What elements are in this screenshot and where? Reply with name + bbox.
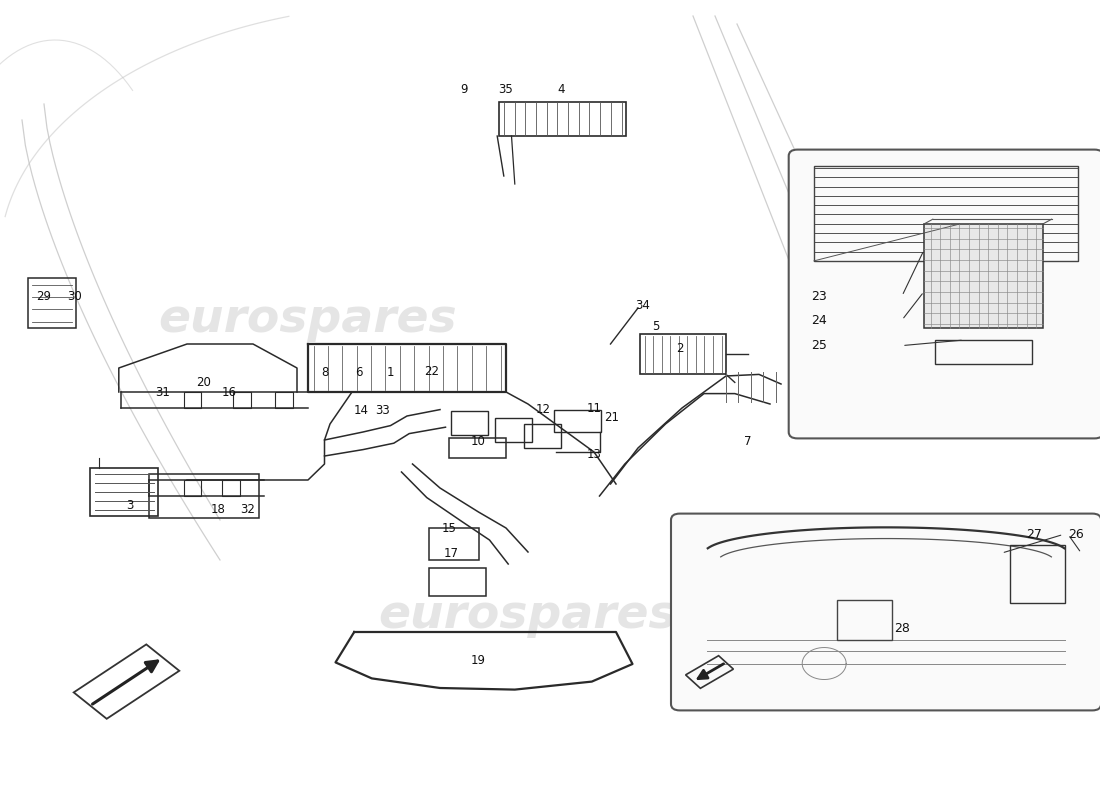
Text: 13: 13 xyxy=(586,448,602,461)
Text: 33: 33 xyxy=(375,404,390,417)
Text: 18: 18 xyxy=(210,503,225,516)
Text: 11: 11 xyxy=(586,402,602,414)
Text: 27: 27 xyxy=(1026,528,1042,541)
Text: 7: 7 xyxy=(745,435,751,448)
FancyBboxPatch shape xyxy=(789,150,1100,438)
Text: 29: 29 xyxy=(36,290,52,302)
Text: 31: 31 xyxy=(155,386,170,398)
FancyBboxPatch shape xyxy=(671,514,1100,710)
Text: 8: 8 xyxy=(321,366,328,378)
Text: 15: 15 xyxy=(441,522,456,534)
Text: 4: 4 xyxy=(558,83,564,96)
Text: 35: 35 xyxy=(498,83,514,96)
Text: 24: 24 xyxy=(812,314,827,326)
Text: 9: 9 xyxy=(461,83,468,96)
Text: 16: 16 xyxy=(221,386,236,398)
Text: 3: 3 xyxy=(126,499,133,512)
Text: 32: 32 xyxy=(240,503,255,516)
Text: 19: 19 xyxy=(471,654,486,666)
Text: 6: 6 xyxy=(355,366,362,378)
Text: 14: 14 xyxy=(353,404,369,417)
Text: 22: 22 xyxy=(424,365,439,378)
Text: 12: 12 xyxy=(536,403,551,416)
Text: 20: 20 xyxy=(196,376,211,389)
Text: 2: 2 xyxy=(676,342,683,354)
Text: 5: 5 xyxy=(652,320,659,333)
Text: 26: 26 xyxy=(1068,528,1084,541)
Text: 25: 25 xyxy=(812,339,827,352)
Text: 21: 21 xyxy=(604,411,619,424)
Text: 30: 30 xyxy=(67,290,82,302)
Text: 34: 34 xyxy=(635,299,650,312)
Text: eurospares: eurospares xyxy=(378,594,678,638)
Text: 28: 28 xyxy=(894,622,910,634)
Text: 17: 17 xyxy=(443,547,459,560)
Text: 10: 10 xyxy=(471,435,486,448)
Text: eurospares: eurospares xyxy=(158,298,458,342)
Text: 23: 23 xyxy=(812,290,827,302)
Polygon shape xyxy=(924,224,1043,328)
Text: 1: 1 xyxy=(387,366,394,378)
